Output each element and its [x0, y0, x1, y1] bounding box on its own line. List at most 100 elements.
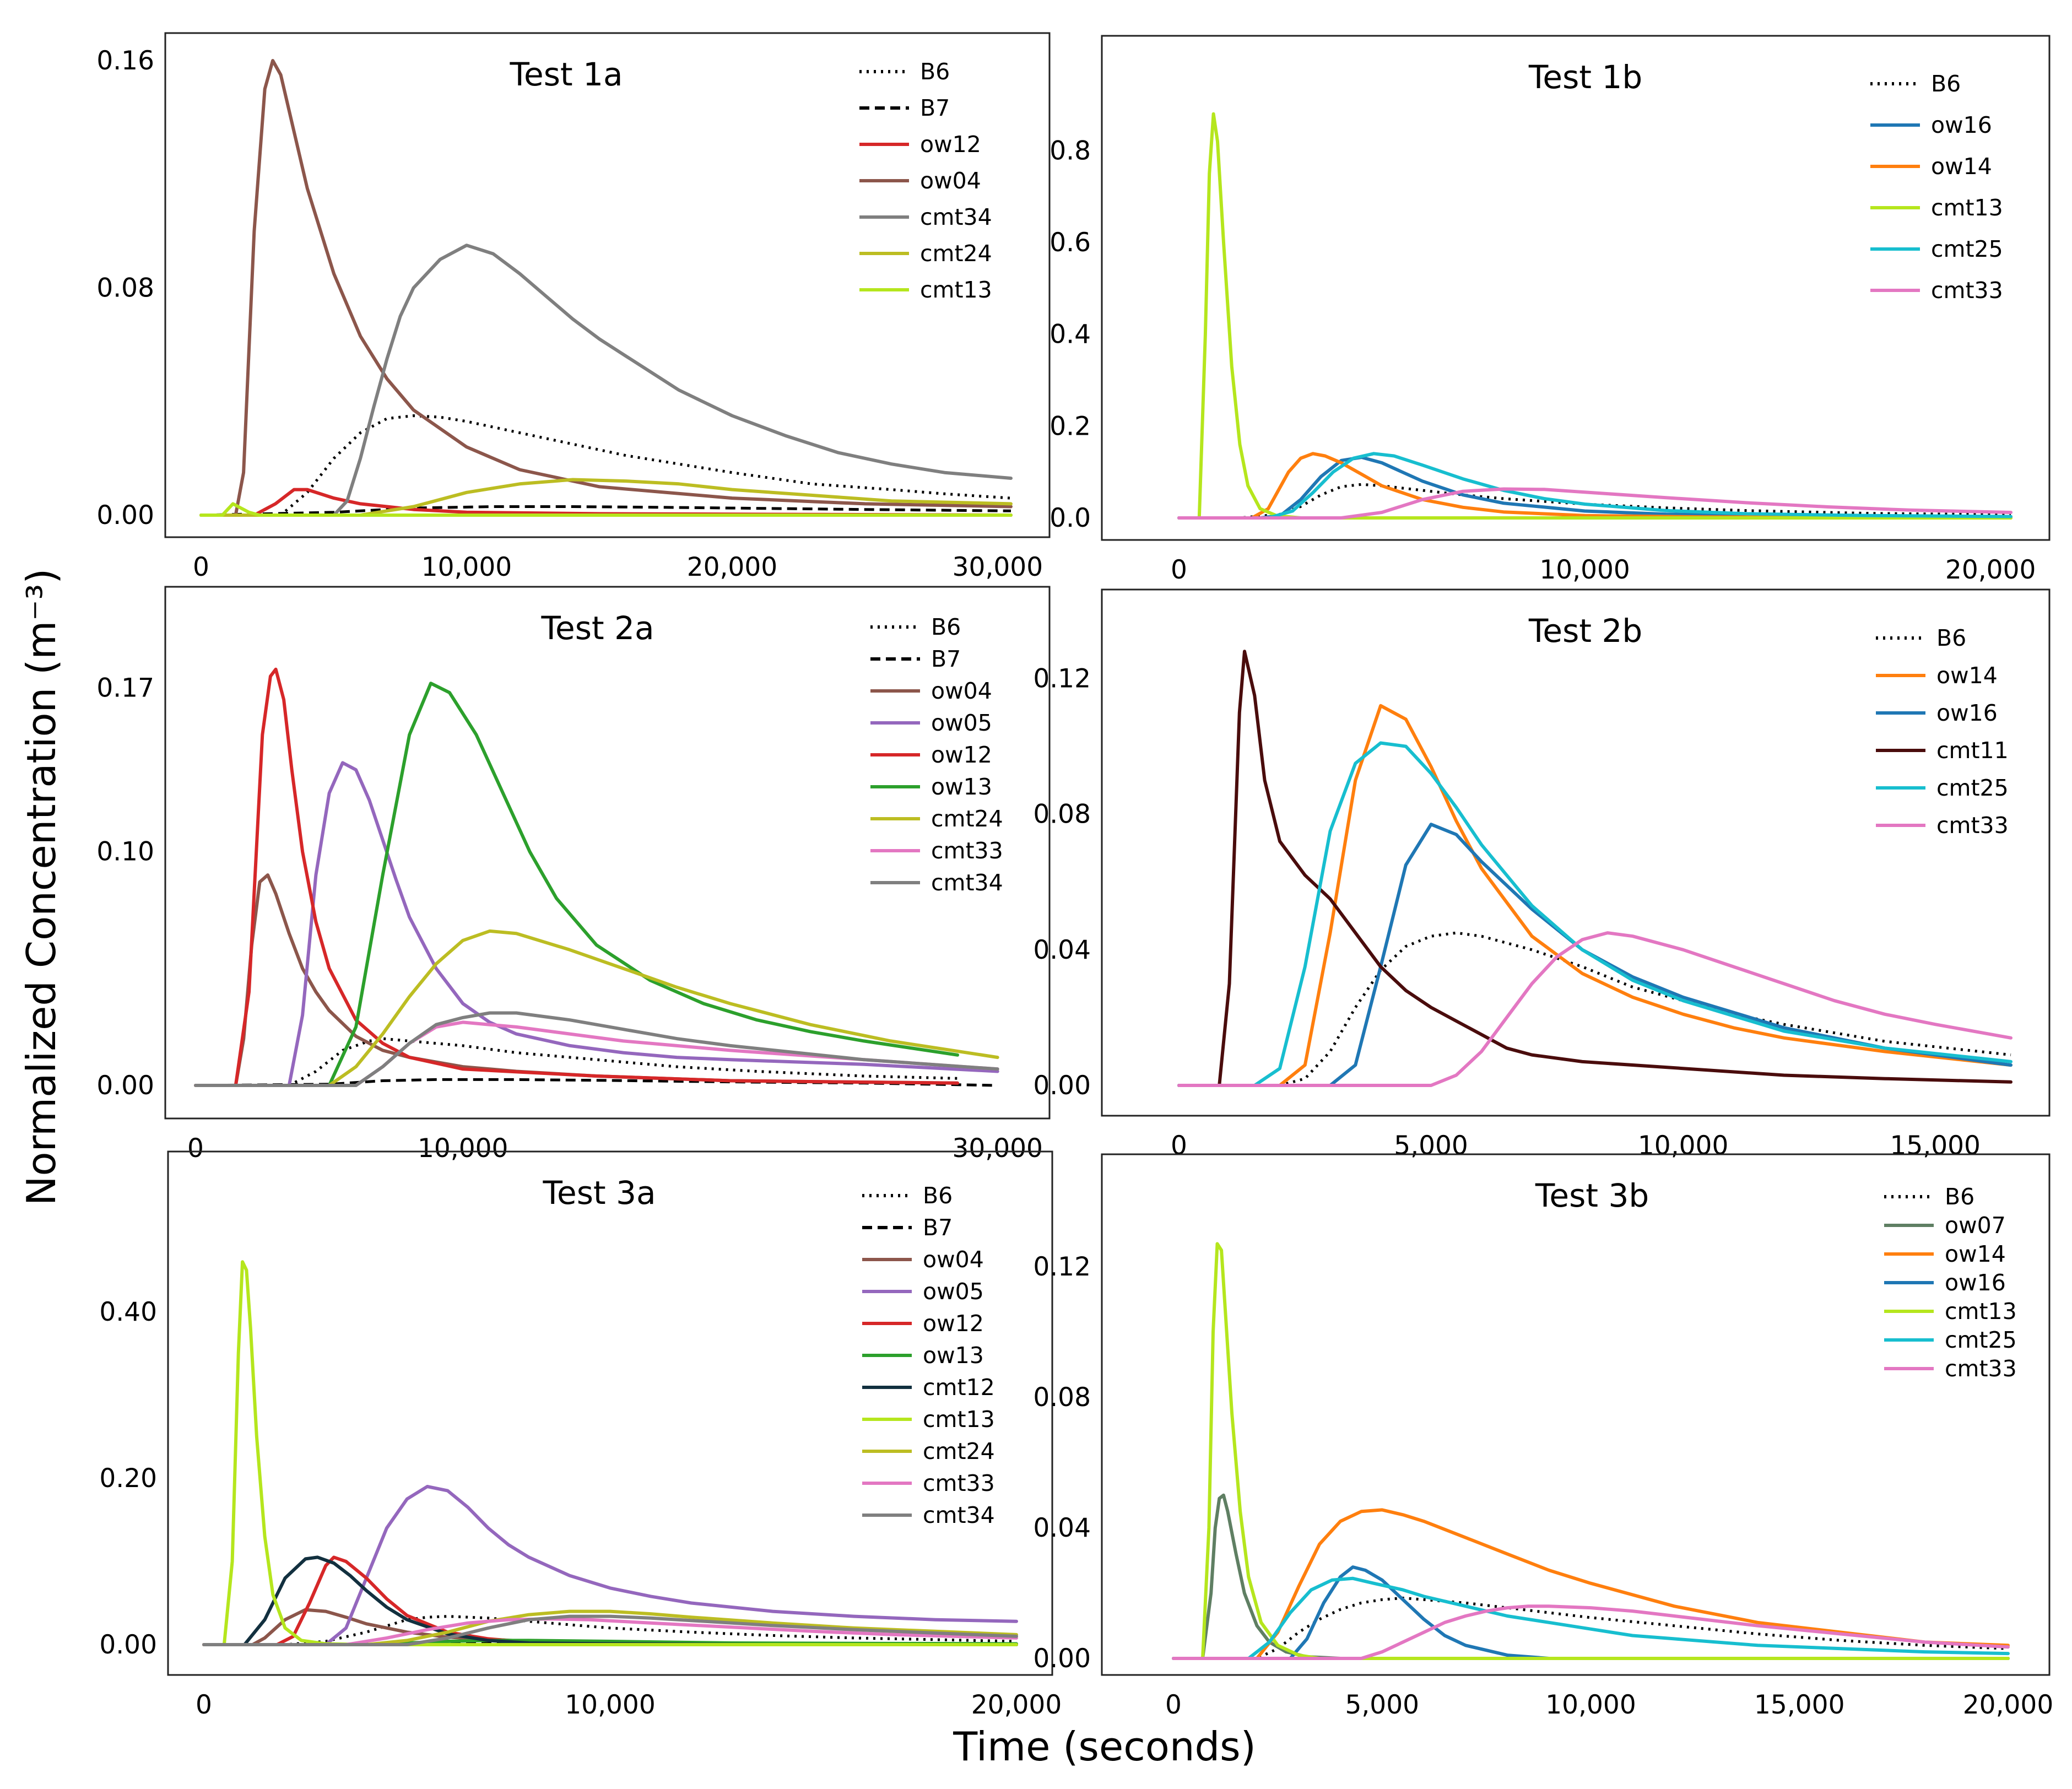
- chart-panel: Test 3a 0.00 0.20 0.40 0 10,000 20,000 B6 B7 ow04…: [99, 1150, 1062, 1720]
- x-tick-label: 30,000: [953, 1133, 1043, 1164]
- series-line-ow04: [199, 59, 1013, 517]
- legend-label: ow04: [931, 678, 992, 704]
- y-tick-label: 0.4: [1049, 320, 1091, 350]
- x-tick-label: 20,000: [1963, 1690, 2053, 1720]
- chart-panel: Test 3b 0.00 0.04 0.08 0.12 0 5,000 10,000 15,00…: [1033, 1153, 2053, 1720]
- panel-frame: [1101, 1153, 2051, 1676]
- x-tick-label: 15,000: [1890, 1131, 1980, 1161]
- series-line-ow12: [194, 667, 959, 1087]
- series-line-cmt24: [199, 478, 1013, 517]
- legend-label: cmt12: [923, 1374, 995, 1401]
- panel-frame: [164, 586, 1051, 1120]
- series-line-cmt25: [1177, 452, 2013, 520]
- panel-title: Test 2b: [1528, 612, 1642, 650]
- chart-panel: Test 1b 0.0 0.2 0.4 0.6 0.8 0 10,000 20,000 B6 ow1…: [1049, 35, 2051, 585]
- legend-label: B6: [1936, 625, 1966, 651]
- legend: B6 B7 ow04 ow05 ow12 ow13 cmt12 cmt13 cmt24 cmt33…: [862, 1182, 995, 1528]
- series-line-cmt34: [199, 244, 1013, 517]
- x-tick-label: 0: [196, 1690, 212, 1720]
- series-line-cmt24: [202, 1609, 1018, 1646]
- series-line-B7: [201, 505, 1011, 517]
- series-line-cmt11: [1177, 650, 2013, 1087]
- legend-label: ow16: [1931, 112, 1992, 138]
- legend-label: ow16: [1936, 700, 1998, 726]
- y-tick-label: 0.17: [96, 673, 154, 704]
- series-line-ow16: [1177, 823, 2013, 1087]
- x-tick-label: 0: [1171, 555, 1187, 585]
- series-line-cmt33: [1177, 931, 2013, 1087]
- series-line-ow05: [194, 761, 999, 1087]
- x-tick-label: 20,000: [971, 1690, 1062, 1720]
- legend-label: ow12: [923, 1310, 984, 1337]
- legend-label: ow16: [1945, 1269, 2006, 1296]
- x-tick-label: 20,000: [687, 552, 777, 582]
- legend: B6 B7 ow12 ow04 cmt34 cmt24 cmt13: [859, 58, 992, 303]
- y-tick-label: 0.08: [1033, 799, 1091, 830]
- x-tick-label: 0: [187, 1133, 204, 1164]
- legend-label: B7: [923, 1214, 953, 1241]
- legend-label: ow14: [1945, 1241, 2006, 1267]
- x-tick-label: 10,000: [565, 1690, 655, 1720]
- legend-label: B6: [1945, 1183, 1974, 1210]
- legend-label: cmt13: [1931, 194, 2003, 221]
- panel-frame: [1101, 35, 2051, 541]
- x-tick-label: 0: [1171, 1131, 1187, 1161]
- legend: B6 B7 ow04 ow05 ow12 ow13 cmt24 cmt33 cmt34: [870, 614, 1003, 896]
- panel-title: Test 3b: [1535, 1177, 1649, 1214]
- series-line-B6: [201, 414, 1011, 517]
- x-tick-label: 10,000: [1545, 1690, 1636, 1720]
- series-line-cmt33: [1177, 487, 2013, 520]
- legend-label: cmt25: [1931, 236, 2003, 262]
- y-tick-label: 0.00: [96, 500, 154, 531]
- x-tick-label: 10,000: [421, 552, 512, 582]
- x-tick-label: 5,000: [1394, 1131, 1468, 1161]
- y-tick-label: 0.00: [1033, 1644, 1091, 1674]
- legend-label: cmt24: [923, 1438, 995, 1464]
- legend-label: cmt25: [1936, 775, 2009, 801]
- y-tick-label: 0.10: [96, 837, 154, 867]
- panel-frame: [167, 1150, 1053, 1676]
- series-line-cmt13: [199, 502, 1013, 517]
- series-line-ow16: [1177, 456, 2013, 520]
- legend-label: cmt33: [1931, 277, 2003, 304]
- y-tick-label: 0.12: [1033, 664, 1091, 694]
- legend: B6 ow16 ow14 cmt13 cmt25 cmt33: [1870, 71, 2003, 304]
- series-line-ow05: [202, 1485, 1018, 1646]
- chart-panel: Test 2a 0.00 0.10 0.17 0 10,000 30,000 B6 B7 ow04…: [96, 586, 1051, 1164]
- x-tick-label: 0: [193, 552, 209, 582]
- legend-label: B7: [920, 95, 950, 121]
- legend-label: cmt33: [1936, 812, 2009, 839]
- legend-label: cmt34: [923, 1502, 995, 1528]
- x-tick-label: 10,000: [418, 1133, 508, 1164]
- legend-label: ow13: [923, 1342, 984, 1369]
- series-line-cmt25: [1172, 1576, 2010, 1660]
- x-tick-label: 15,000: [1754, 1690, 1844, 1720]
- x-tick-label: 10,000: [1638, 1131, 1728, 1161]
- x-axis-title: Time (seconds): [953, 1723, 1256, 1770]
- series-line-cmt34: [194, 1011, 999, 1087]
- series-line-B6: [196, 1037, 958, 1087]
- chart-panel: Test 1a 0.00 0.08 0.16 0 10,000 20,000 30,000 B6…: [96, 32, 1051, 582]
- series-line-cmt34: [202, 1614, 1018, 1646]
- series-line-ow13: [194, 682, 959, 1087]
- legend-label: cmt24: [931, 806, 1003, 832]
- series-line-ow14: [1177, 704, 2013, 1087]
- series-line-ow14: [1172, 1508, 2010, 1660]
- chart-panel: Test 2b 0.00 0.04 0.08 0.12 0 5,000 10,000 15,00…: [1033, 588, 2051, 1161]
- x-tick-label: 30,000: [953, 552, 1043, 582]
- legend-label: B7: [931, 646, 961, 672]
- series-line-cmt24: [194, 929, 999, 1087]
- y-axis-title: Normalized Concentration (m⁻³): [18, 569, 64, 1206]
- y-tick-label: 0.08: [1033, 1382, 1091, 1413]
- series-line-cmt13: [202, 1260, 1018, 1646]
- legend-label: ow05: [931, 710, 992, 736]
- y-tick-label: 0.2: [1049, 411, 1091, 441]
- legend-label: cmt13: [1945, 1298, 2017, 1325]
- x-tick-label: 10,000: [1539, 555, 1630, 585]
- y-tick-label: 0.08: [96, 273, 154, 304]
- y-tick-label: 0.20: [99, 1463, 157, 1494]
- y-tick-label: 0.40: [99, 1297, 157, 1327]
- legend-label: cmt34: [931, 869, 1003, 896]
